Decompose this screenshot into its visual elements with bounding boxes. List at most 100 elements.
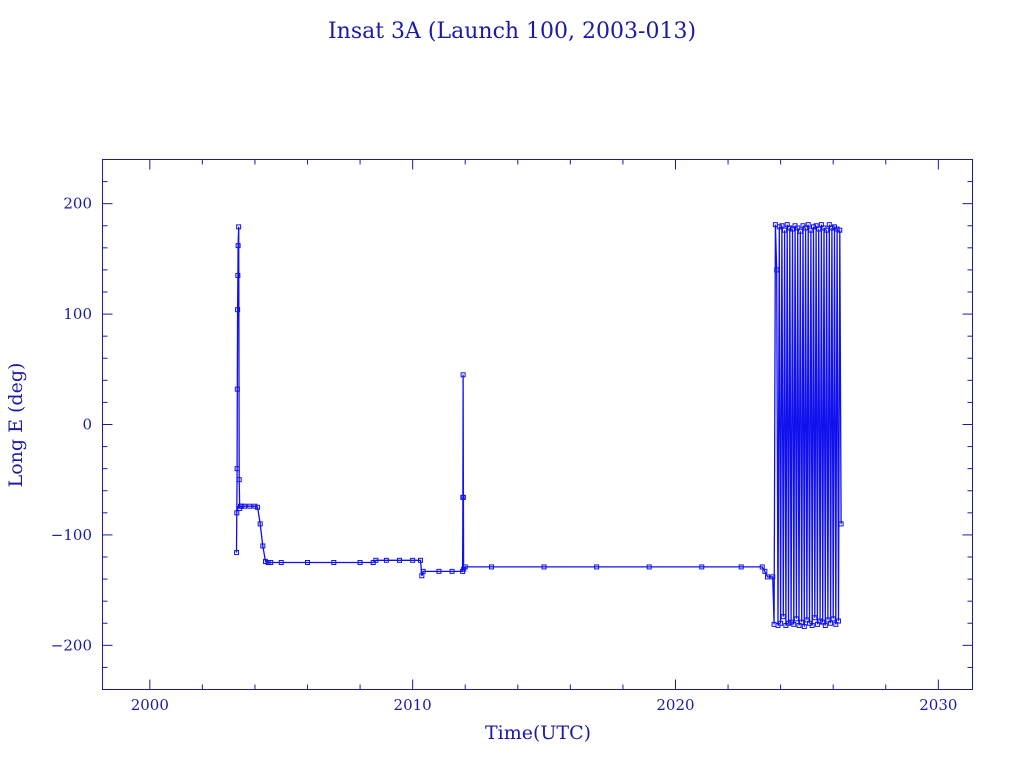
data-point: [239, 503, 245, 509]
data-point: [837, 227, 843, 233]
data-point: [265, 560, 271, 566]
data-point: [820, 619, 826, 625]
data-point: [410, 557, 416, 563]
data-point: [234, 550, 240, 556]
data-point: [824, 227, 830, 233]
x-tick-label: 2010: [394, 696, 432, 714]
data-point: [594, 564, 600, 570]
data-point: [764, 574, 770, 580]
data-point: [489, 564, 495, 570]
data-point: [776, 224, 782, 230]
data-point: [257, 521, 263, 527]
data-point: [235, 307, 241, 313]
data-point: [255, 504, 261, 510]
data-point: [809, 622, 815, 628]
data-point: [436, 568, 442, 574]
data-point: [804, 617, 810, 623]
data-point: [357, 560, 363, 566]
data-point: [782, 227, 788, 233]
data-point: [808, 227, 814, 233]
data-point: [812, 615, 818, 621]
data-point: [833, 621, 839, 627]
data-point: [779, 223, 785, 229]
data-point: [252, 503, 258, 509]
data-point: [816, 226, 822, 232]
series-line: [235, 224, 842, 627]
axis-ticks: [102, 159, 973, 690]
data-point: [805, 222, 811, 228]
data-point: [797, 228, 803, 234]
data-point: [383, 557, 389, 563]
data-point: [810, 224, 816, 230]
data-point: [235, 272, 241, 278]
plot-frame: [102, 159, 973, 690]
data-point: [774, 267, 780, 273]
data-point: [418, 557, 424, 563]
data-point: [278, 560, 284, 566]
data-point: [759, 564, 765, 570]
series-layer: [234, 222, 844, 630]
data-point: [789, 226, 795, 232]
y-tick-label: 0: [82, 416, 92, 434]
x-axis-label: Time(UTC): [485, 722, 591, 744]
data-point: [799, 619, 805, 625]
data-point: [247, 503, 253, 509]
data-point: [260, 543, 266, 549]
y-tick-labels: −200 −100 0 100 200: [51, 195, 92, 655]
data-point: [826, 222, 832, 228]
data-point: [462, 564, 468, 570]
data-point: [829, 225, 835, 231]
data-point: [234, 510, 240, 516]
y-tick-label: −200: [51, 636, 92, 654]
data-point: [791, 621, 797, 627]
data-point: [449, 568, 455, 574]
data-point: [801, 624, 807, 630]
data-point: [784, 222, 790, 228]
y-tick-label: 200: [63, 195, 92, 213]
x-tick-label: 2030: [919, 696, 957, 714]
data-point: [838, 521, 844, 527]
data-point: [262, 558, 268, 564]
data-point: [235, 243, 241, 249]
data-point: [786, 620, 792, 626]
data-point: [778, 620, 784, 626]
data-point: [762, 568, 768, 574]
data-point: [234, 386, 240, 392]
data-point: [373, 557, 379, 563]
chart-title: Insat 3A (Launch 100, 2003-013): [328, 19, 696, 44]
data-point: [268, 560, 274, 566]
x-tick-labels: 2000 2010 2020 2030: [131, 696, 958, 714]
data-point: [830, 616, 836, 622]
data-point: [793, 616, 799, 622]
data-point: [234, 466, 240, 472]
data-point: [541, 564, 547, 570]
data-point: [813, 223, 819, 229]
data-point: [835, 618, 841, 624]
data-point: [834, 226, 840, 232]
data-point: [331, 560, 337, 566]
data-point: [236, 477, 242, 483]
x-tick-label: 2000: [131, 696, 169, 714]
data-point: [646, 564, 652, 570]
y-axis-label: Long E (deg): [5, 363, 27, 488]
data-point: [460, 372, 466, 378]
y-tick-label: 100: [63, 305, 92, 323]
data-point: [241, 503, 247, 509]
data-point: [420, 568, 426, 574]
data-point: [822, 622, 828, 628]
data-point: [236, 224, 242, 230]
data-point: [803, 225, 809, 231]
data-point: [795, 225, 801, 231]
data-point: [817, 618, 823, 624]
data-point: [818, 222, 824, 228]
data-point: [397, 557, 403, 563]
data-point: [305, 560, 311, 566]
data-point: [738, 564, 744, 570]
data-point: [770, 574, 776, 580]
data-point: [699, 564, 705, 570]
data-point: [814, 621, 820, 627]
data-point: [828, 620, 834, 626]
data-point: [825, 617, 831, 623]
data-point: [787, 225, 793, 231]
